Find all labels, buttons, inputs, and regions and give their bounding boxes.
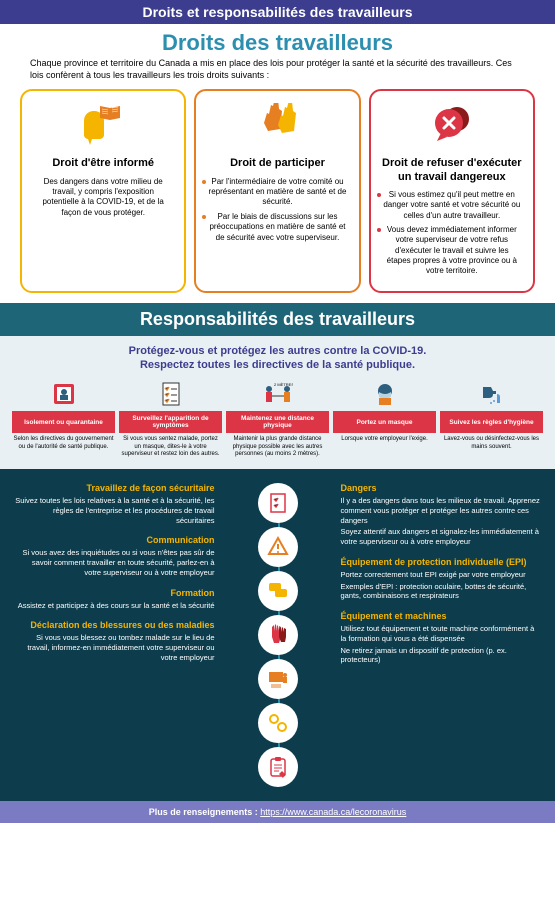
right2-text1: Par l'intermédiaire de votre comité ou r…	[204, 177, 350, 208]
l1-title: Travaillez de façon sécuritaire	[14, 483, 215, 493]
gears-circle-icon	[258, 703, 298, 743]
responsibilities-bar: Responsabilités des travailleurs	[0, 303, 555, 336]
covid-heading2: Respectez toutes les directives de la sa…	[12, 358, 543, 372]
l1-text: Suivez toutes les lois relatives à la sa…	[14, 496, 215, 525]
mask-icon	[333, 380, 436, 408]
covid4-label: Portez un masque	[333, 411, 436, 433]
l2-title: Communication	[14, 535, 215, 545]
covid-isolation: Isolement ou quarantaine Selon les direc…	[12, 380, 115, 461]
handwash-icon	[440, 380, 543, 408]
rights-title: Droits des travailleurs	[0, 24, 555, 58]
r2-text1: Portez correctement tout EPI exigé par v…	[341, 570, 542, 580]
covid5-text: Lavez-vous ou désinfectez-vous les mains…	[440, 433, 543, 453]
r1-title: Dangers	[341, 483, 542, 493]
covid-distance: 2 MÈTRES Maintenez une distance physique…	[226, 380, 329, 461]
top-bar: Droits et responsabilités des travailleu…	[0, 0, 555, 24]
r1-text2: Soyez attentif aux dangers et signalez-l…	[341, 527, 542, 547]
footer-label: Plus de renseignements :	[149, 807, 261, 817]
l3-text: Assistez et participez à des cours sur l…	[14, 601, 215, 611]
covid-section: Protégez-vous et protégez les autres con…	[0, 336, 555, 469]
right1-text: Des dangers dans votre milieu de travail…	[30, 177, 176, 219]
right-participate: Droit de participer Par l'intermédiaire …	[194, 89, 360, 293]
center-icons	[223, 483, 333, 787]
hands-icon	[204, 101, 350, 151]
covid2-text: Si vous vous sentez malade, portez un ma…	[119, 433, 222, 461]
checklist-circle-icon	[258, 483, 298, 523]
covid3-label: Maintenez une distance physique	[226, 411, 329, 433]
r3-text1: Utilisez tout équipement et toute machin…	[341, 624, 542, 644]
right-informed: Droit d'être informé Des dangers dans vo…	[20, 89, 186, 293]
covid5-label: Suivez les règles d'hygiène	[440, 411, 543, 433]
gloves-circle-icon	[258, 615, 298, 655]
covid3-text: Maintenir la plus grande distance physiq…	[226, 433, 329, 461]
left-column: Travaillez de façon sécuritaire Suivez to…	[14, 483, 215, 787]
covid-mask: Portez un masque Lorsque votre employeur…	[333, 380, 436, 461]
right2-text2: Par le biais de discussions sur les préo…	[204, 212, 350, 243]
svg-text:2 MÈTRES: 2 MÈTRES	[274, 382, 293, 387]
l4-text: Si vous vous blessez ou tombez malade su…	[14, 633, 215, 662]
right-column: Dangers Il y a des dangers dans tous les …	[341, 483, 542, 787]
isolation-icon	[12, 380, 115, 408]
covid-symptoms: Surveillez l'apparition de symptômes Si …	[119, 380, 222, 461]
covid4-text: Lorsque votre employeur l'exige.	[333, 433, 436, 446]
covid2-label: Surveillez l'apparition de symptômes	[119, 411, 222, 433]
training-circle-icon	[258, 659, 298, 699]
l3-title: Formation	[14, 588, 215, 598]
warning-circle-icon	[258, 527, 298, 567]
rights-row: Droit d'être informé Des dangers dans vo…	[0, 89, 555, 303]
clipboard-circle-icon	[258, 747, 298, 787]
covid1-label: Isolement ou quarantaine	[12, 411, 115, 433]
footer-link[interactable]: https://www.canada.ca/lecoronavirus	[260, 807, 406, 817]
right3-text2: Vous devez immédiatement informer votre …	[379, 225, 525, 277]
l2-text: Si vous avez des inquiétudes ou si vous …	[14, 548, 215, 577]
right2-title: Droit de participer	[204, 157, 350, 170]
r2-title: Équipement de protection individuelle (E…	[341, 557, 542, 567]
dark-section: Travaillez de façon sécuritaire Suivez to…	[0, 469, 555, 801]
covid-heading1: Protégez-vous et protégez les autres con…	[12, 344, 543, 358]
covid1-text: Selon les directives du gouvernement ou …	[12, 433, 115, 453]
intro-text: Chaque province et territoire du Canada …	[0, 58, 555, 89]
r3-text2: Ne retirez jamais un dispositif de prote…	[341, 646, 542, 666]
covid-hygiene: Suivez les règles d'hygiène Lavez-vous o…	[440, 380, 543, 461]
r2-text2: Exemples d'EPI : protection oculaire, bo…	[341, 582, 542, 602]
refuse-bubble-icon	[379, 101, 525, 151]
right-refuse: Droit de refuser d'exécuter un travail d…	[369, 89, 535, 293]
footer: Plus de renseignements : https://www.can…	[0, 801, 555, 823]
checklist-icon	[119, 380, 222, 408]
r3-title: Équipement et machines	[341, 611, 542, 621]
right3-title: Droit de refuser d'exécuter un travail d…	[379, 157, 525, 183]
chat-circle-icon	[258, 571, 298, 611]
head-book-icon	[30, 101, 176, 151]
covid-row: Isolement ou quarantaine Selon les direc…	[12, 380, 543, 461]
r1-text1: Il y a des dangers dans tous les milieux…	[341, 496, 542, 525]
l4-title: Déclaration des blessures ou des maladie…	[14, 620, 215, 630]
right3-text1: Si vous estimez qu'il peut mettre en dan…	[379, 190, 525, 221]
distance-icon: 2 MÈTRES	[226, 380, 329, 408]
right1-title: Droit d'être informé	[30, 157, 176, 170]
